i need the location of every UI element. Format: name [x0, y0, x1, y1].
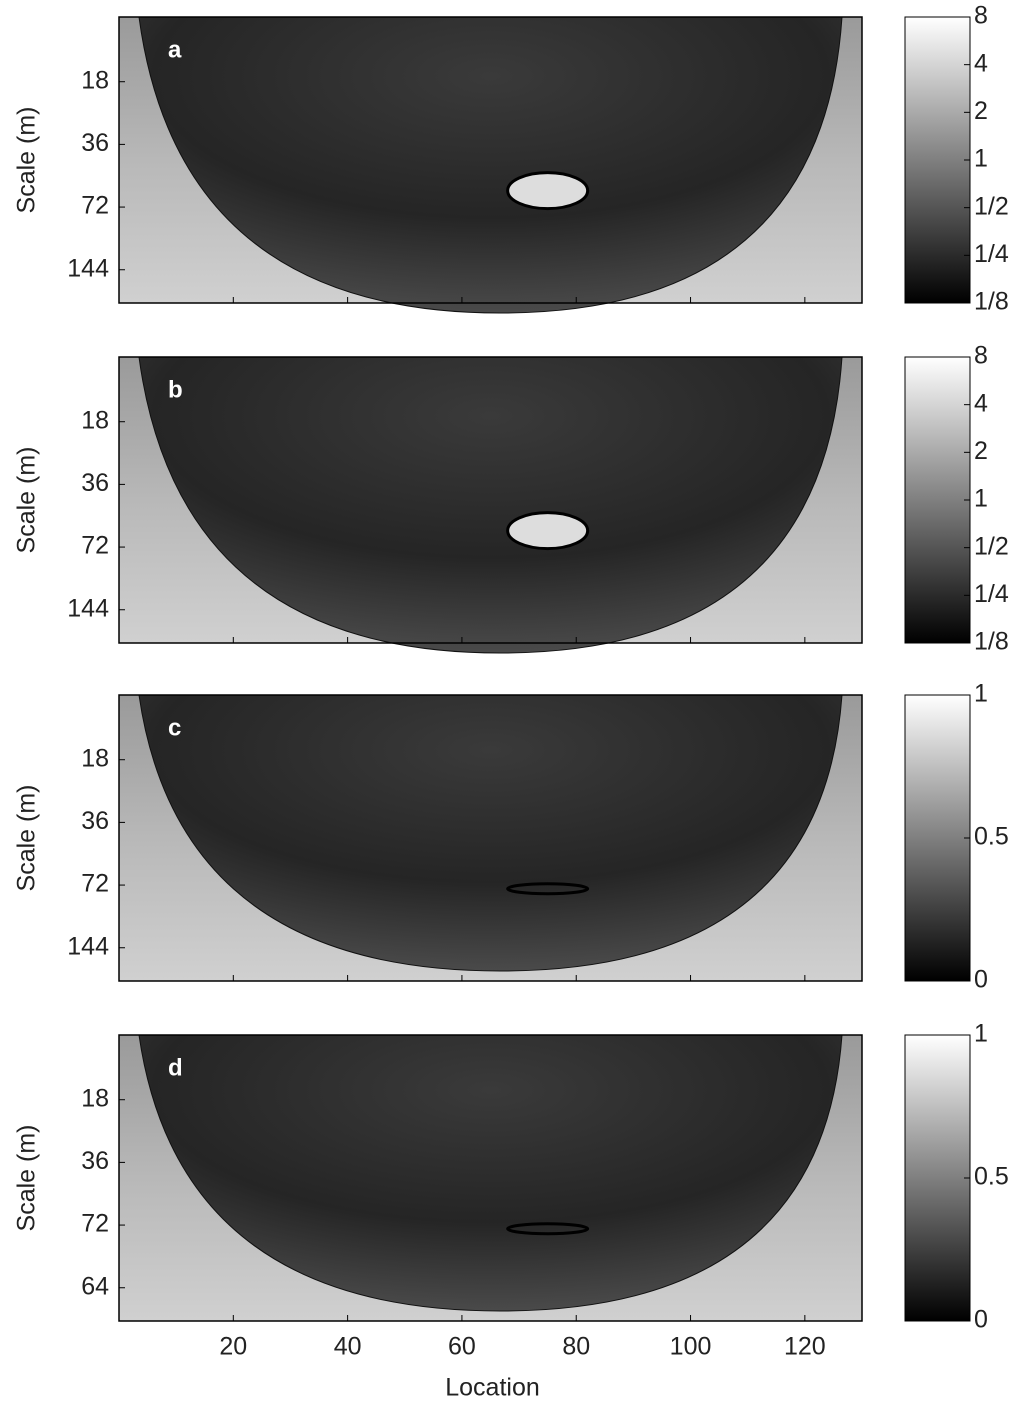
colorbar-tick-label: 4: [974, 49, 988, 77]
plot-frame: [118, 356, 863, 644]
colorbar: [904, 16, 971, 304]
x-tick-label: 60: [448, 1333, 476, 1361]
x-tick-label: 40: [334, 1333, 362, 1361]
y-tick-label: 72: [81, 1210, 109, 1238]
colorbar-tick-label: 1: [974, 1020, 988, 1048]
colorbar-tick-label: 1/4: [974, 240, 1009, 268]
cone-of-influence: [138, 1034, 843, 1312]
x-tick-label: 20: [219, 1333, 247, 1361]
panel-label: c: [168, 714, 181, 741]
y-tick-label: 144: [67, 254, 109, 282]
colorbar: [904, 694, 971, 982]
cone-of-influence: [138, 694, 843, 972]
y-tick-label: 72: [81, 192, 109, 220]
y-axis-label: Scale (m): [13, 107, 41, 214]
y-tick-label: 36: [81, 469, 109, 497]
colorbar-tick-label: 0: [974, 966, 988, 994]
y-tick-label: 72: [81, 870, 109, 898]
colorbar-tick-label: 0: [974, 1306, 988, 1334]
contour: [506, 1222, 590, 1236]
x-tick-label: 100: [670, 1333, 712, 1361]
colorbar-tick-label: 0.5: [974, 823, 1009, 851]
y-tick-label: 36: [81, 129, 109, 157]
colorbar-tick-label: 1: [974, 485, 988, 513]
colorbar-tick-label: 1/4: [974, 580, 1009, 608]
y-tick-label: 18: [81, 66, 109, 94]
y-axis-label: Scale (m): [13, 1125, 41, 1232]
y-tick-label: 18: [81, 406, 109, 434]
colorbar-tick-label: 1/2: [974, 532, 1009, 560]
y-tick-label: 144: [67, 932, 109, 960]
cone-of-influence: [138, 16, 843, 314]
colorbar-tick-label: 1: [974, 145, 988, 173]
y-tick-label: 64: [81, 1272, 109, 1300]
x-tick-label: 120: [784, 1333, 826, 1361]
colorbar-tick-label: 1/2: [974, 192, 1009, 220]
contour: [506, 882, 590, 896]
x-tick-label: 80: [562, 1333, 590, 1361]
colorbar-tick-label: 8: [974, 342, 988, 370]
y-axis-label: Scale (m): [13, 785, 41, 892]
colorbar-tick-label: 1: [974, 680, 988, 708]
y-tick-label: 72: [81, 532, 109, 560]
y-tick-label: 144: [67, 594, 109, 622]
colorbar-tick-label: 1/8: [974, 628, 1009, 656]
contour: [506, 511, 590, 551]
y-tick-label: 18: [81, 744, 109, 772]
colorbar-tick-label: 8: [974, 2, 988, 30]
colorbar-tick-label: 2: [974, 97, 988, 125]
panel-label: b: [168, 376, 183, 403]
panel-label: d: [168, 1054, 183, 1081]
panel-label: a: [168, 36, 182, 63]
contour: [506, 171, 590, 211]
y-axis-label: Scale (m): [13, 447, 41, 554]
colorbar-tick-label: 2: [974, 437, 988, 465]
colorbar: [904, 1034, 971, 1322]
plot-frame: [118, 16, 863, 304]
colorbar-tick-label: 0.5: [974, 1163, 1009, 1191]
cone-of-influence: [138, 356, 843, 654]
plot-frame: [118, 694, 863, 982]
x-axis-label: Location: [445, 1374, 540, 1402]
y-tick-label: 36: [81, 807, 109, 835]
plot-frame: [118, 1034, 863, 1322]
y-tick-label: 36: [81, 1147, 109, 1175]
colorbar-tick-label: 1/8: [974, 288, 1009, 316]
y-tick-label: 18: [81, 1084, 109, 1112]
colorbar: [904, 356, 971, 644]
colorbar-tick-label: 4: [974, 389, 988, 417]
